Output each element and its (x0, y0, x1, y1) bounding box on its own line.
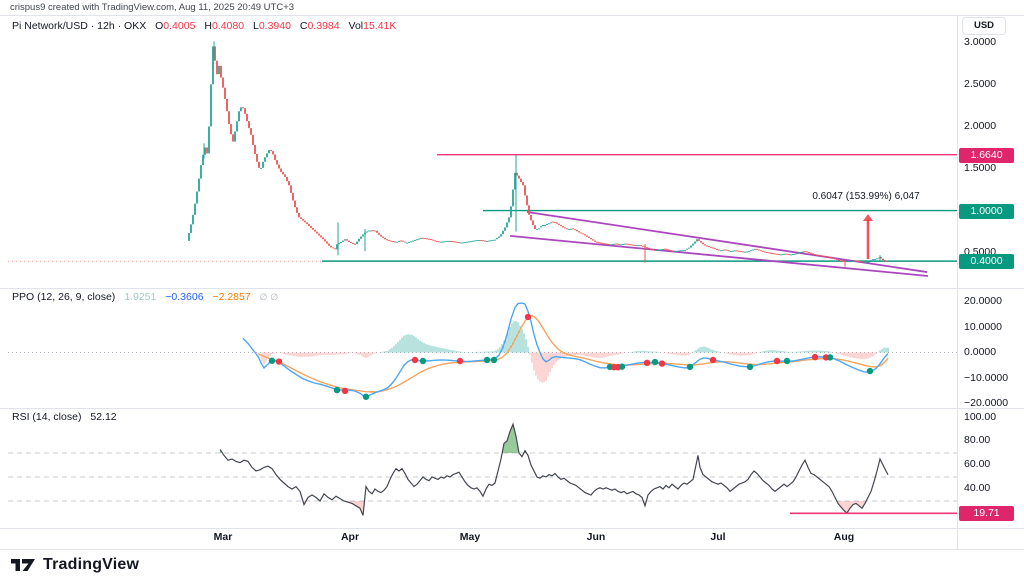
ppo-tick-label: 10.0000 (964, 321, 1002, 333)
ppo-line (242, 302, 889, 399)
header-divider (0, 15, 1024, 16)
symbol-title[interactable]: Pi Network/USD · 12h · OKX (12, 20, 147, 32)
ohlc-low-label: L (252, 20, 259, 32)
ppo-cross-marker (826, 354, 834, 361)
ohlc-low-value: 0.3940 (258, 20, 291, 32)
ppo-tick-label: 20.0000 (964, 295, 1002, 307)
price-tick-label: 2.5000 (964, 78, 997, 90)
panel-divider-rsi[interactable] (0, 408, 1024, 409)
panel-divider-ppo[interactable] (0, 288, 1024, 289)
ppo-settings-icon[interactable]: ∅ (270, 292, 279, 302)
symbol-legend[interactable]: Pi Network/USD · 12h · OKX O0.4005 H0.40… (12, 20, 396, 32)
footer-divider (0, 549, 1024, 550)
tradingview-logo-icon (11, 559, 35, 571)
ppo-cross-marker (490, 356, 498, 364)
rsi-tick-label: 100.00 (964, 411, 997, 423)
ppo-cross-marker (643, 359, 651, 366)
ppo-cross-marker (456, 357, 464, 365)
rsi-oversold-fill (302, 501, 867, 516)
ppo-title[interactable]: PPO (12, 26, 9, close) (12, 291, 116, 303)
ppo-panel (8, 302, 957, 400)
ppo-cross-marker (268, 357, 276, 364)
ohlc-close-value: 0.3984 (307, 20, 340, 32)
ppo-signal-line (257, 314, 889, 393)
ppo-cross-marker (333, 386, 341, 394)
rsi-title[interactable]: RSI (14, close) (12, 411, 82, 423)
ppo-cross-marker (783, 357, 791, 365)
ohlc-close-label: C (299, 20, 308, 32)
measure-arrow-head (863, 214, 873, 221)
price-tick-label: 1.5000 (964, 162, 997, 174)
ppo-cross-marker (709, 356, 717, 364)
month-label-jul: Jul (710, 531, 726, 543)
volume-value: 15.41K (363, 20, 397, 32)
price-line-label: 1.0000 (959, 203, 1014, 219)
month-label-apr: Apr (340, 531, 360, 543)
rsi-line (219, 422, 889, 516)
ohlc-open-value: 0.4005 (163, 20, 196, 32)
ppo-signal-value: −2.2857 (212, 291, 251, 303)
rsi-panel (8, 422, 957, 516)
time-axis-divider (0, 528, 1024, 529)
rsi-overbought-fill (220, 424, 527, 453)
ppo-cross-marker (618, 363, 626, 370)
credit-line: crispus9 created with TradingView.com, A… (10, 2, 295, 13)
ppo-cross-marker (419, 357, 427, 365)
ppo-cross-marker (275, 358, 283, 365)
price-line-label: 1.6640 (959, 147, 1014, 163)
ppo-tick-label: 0.0000 (964, 346, 997, 358)
ppo-tick-label: −10.0000 (964, 372, 1009, 384)
axis-divider (957, 15, 958, 549)
rsi-tick-label: 60.00 (964, 458, 991, 470)
currency-toggle-button[interactable]: USD (962, 17, 1006, 35)
ppo-cross-marker (658, 360, 666, 367)
ohlc-high-label: H (204, 20, 212, 32)
ppo-cross-marker (811, 353, 819, 361)
rsi-level-label: 19.71 (959, 505, 1014, 521)
ppo-cross-marker (362, 393, 370, 400)
price-line-label: 0.4000 (959, 253, 1014, 269)
ppo-cross-marker (524, 313, 532, 321)
rsi-tick-label: 40.00 (964, 482, 991, 494)
month-label-jun: Jun (586, 531, 606, 543)
month-label-mar: Mar (213, 531, 233, 543)
ppo-cross-marker (866, 367, 874, 375)
ppo-cross-marker (341, 387, 349, 395)
ohlc-high-value: 0.4080 (211, 20, 245, 32)
ppo-tick-label: −20.0000 (964, 397, 1009, 409)
ppo-cross-marker (411, 356, 419, 364)
ppo-legend[interactable]: PPO (12, 26, 9, close) 1.9251 −0.3606 −2… (12, 291, 278, 303)
month-label-aug: Aug (833, 531, 855, 543)
rsi-value: 52.12 (90, 411, 117, 423)
price-tick-label: 3.0000 (964, 36, 997, 48)
volume-label: Vol (348, 20, 364, 32)
measure-annotation-label[interactable]: 0.6047 (153.99%) 6,047 (812, 191, 920, 202)
ppo-line-value: −0.3606 (165, 291, 204, 303)
ohlc-open-label: O (155, 20, 164, 32)
ppo-hist-value: 1.9251 (124, 291, 157, 303)
ppo-cross-marker (773, 357, 781, 365)
trendline-lower[interactable] (509, 234, 929, 277)
month-label-may: May (459, 531, 481, 543)
tradingview-logo-text: TradingView (43, 556, 140, 573)
ppo-cross-marker (651, 358, 659, 366)
ppo-cross-marker (483, 356, 491, 364)
tradingview-logo[interactable]: TradingView (10, 556, 139, 574)
ppo-hide-icon[interactable]: ∅ (259, 292, 268, 302)
rsi-tick-label: 80.00 (964, 434, 991, 446)
rsi-legend[interactable]: RSI (14, close) 52.12 (12, 411, 117, 423)
price-tick-label: 2.0000 (964, 120, 997, 132)
ppo-cross-marker (746, 363, 754, 371)
ppo-cross-marker (686, 363, 694, 371)
price-panel (8, 41, 957, 277)
